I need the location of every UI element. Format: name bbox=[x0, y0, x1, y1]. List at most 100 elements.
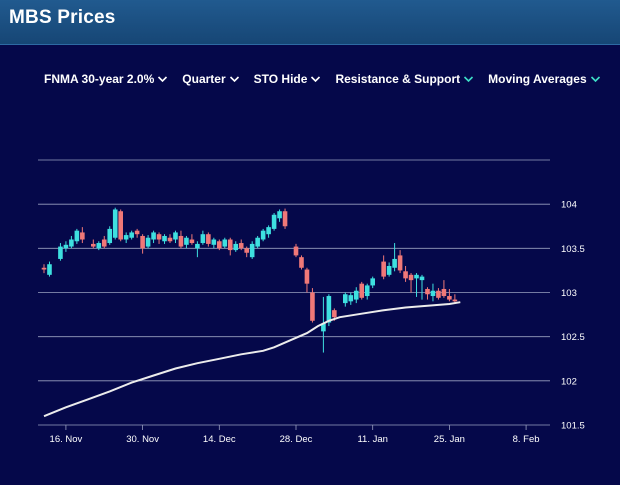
candle-body bbox=[321, 323, 326, 332]
candle-body bbox=[162, 235, 167, 242]
candle-body bbox=[195, 243, 200, 249]
candle-body bbox=[167, 237, 173, 242]
candle-body bbox=[326, 296, 332, 323]
chart-toolbar: FNMA 30-year 2.0% Quarter STO Hide Resis… bbox=[44, 70, 601, 88]
candle-body bbox=[112, 209, 118, 238]
candle-body bbox=[332, 310, 337, 318]
candle-body bbox=[408, 274, 414, 281]
candle-body bbox=[370, 278, 375, 286]
candle-body bbox=[217, 241, 222, 249]
candle-body bbox=[80, 232, 85, 240]
candle-body bbox=[69, 239, 74, 247]
period-dropdown[interactable]: Quarter bbox=[182, 72, 239, 86]
candle-body bbox=[118, 211, 123, 240]
candle-body bbox=[348, 295, 354, 302]
resistance-support-dropdown-label: Resistance & Support bbox=[335, 72, 461, 86]
x-tick-label: 25. Jan bbox=[434, 434, 465, 445]
candles bbox=[41, 207, 458, 353]
candle-body bbox=[271, 214, 277, 229]
candle-body bbox=[447, 296, 452, 300]
candle-body bbox=[304, 269, 310, 284]
sto-dropdown-label: STO Hide bbox=[253, 72, 308, 86]
chevron-down-icon bbox=[158, 76, 168, 83]
candle-body bbox=[233, 243, 239, 251]
x-tick-label: 30. Nov bbox=[126, 434, 159, 445]
candle-body bbox=[140, 235, 145, 249]
candle-body bbox=[156, 234, 162, 240]
chevron-down-icon bbox=[311, 76, 321, 83]
candle-body bbox=[430, 290, 436, 297]
candle-body bbox=[364, 285, 370, 297]
x-tick-label: 16. Nov bbox=[50, 434, 83, 445]
candle-body bbox=[266, 227, 271, 235]
candle-body bbox=[91, 243, 96, 247]
x-tick-label: 11. Jan bbox=[357, 434, 387, 445]
x-tick-label: 14. Dec bbox=[203, 434, 236, 445]
y-tick-label: 103 bbox=[561, 288, 577, 299]
candle-body bbox=[310, 292, 315, 321]
candle-body bbox=[107, 228, 113, 244]
candle-body bbox=[227, 239, 233, 251]
chevron-down-icon bbox=[464, 76, 474, 83]
y-tick-label: 102 bbox=[561, 376, 577, 387]
candle-body bbox=[206, 234, 211, 244]
candle-body bbox=[359, 283, 365, 298]
candle-body bbox=[238, 243, 244, 249]
candle-body bbox=[353, 290, 359, 300]
candle-body bbox=[134, 230, 140, 235]
security-dropdown[interactable]: FNMA 30-year 2.0% bbox=[44, 72, 168, 86]
candle-body bbox=[343, 294, 348, 304]
candle-body bbox=[441, 288, 447, 297]
candle-body bbox=[74, 230, 80, 242]
y-tick-label: 102.5 bbox=[561, 332, 585, 343]
x-tick-label: 8. Feb bbox=[513, 434, 540, 445]
candle-body bbox=[184, 237, 189, 245]
candle-body bbox=[436, 290, 441, 298]
candle-body bbox=[41, 267, 47, 270]
candle-body bbox=[145, 237, 151, 247]
candle-body bbox=[414, 274, 419, 279]
candle-body bbox=[386, 266, 392, 275]
candle-body bbox=[277, 211, 282, 219]
chevron-down-icon bbox=[590, 76, 600, 83]
chart-grid bbox=[38, 159, 550, 382]
y-tick-label: 104 bbox=[561, 200, 577, 211]
app-header: MBS Prices bbox=[0, 0, 620, 45]
candle-body bbox=[381, 261, 386, 277]
candle-body bbox=[249, 243, 255, 258]
candle-body bbox=[299, 257, 304, 268]
candle-body bbox=[200, 234, 206, 244]
candle-body bbox=[58, 246, 63, 259]
y-axis-labels: 104 103.5 103 102.5 102 101.5 bbox=[561, 200, 585, 432]
candle-body bbox=[260, 230, 266, 240]
moving-averages-dropdown[interactable]: Moving Averages bbox=[488, 72, 600, 86]
x-tick-label: 28. Dec bbox=[280, 434, 313, 445]
candle-body bbox=[452, 299, 458, 302]
y-tick-label: 103.5 bbox=[561, 244, 585, 255]
security-dropdown-label: FNMA 30-year 2.0% bbox=[44, 72, 155, 86]
candle-body bbox=[211, 239, 217, 245]
resistance-support-dropdown[interactable]: Resistance & Support bbox=[335, 72, 474, 86]
candle-body bbox=[129, 232, 134, 238]
chevron-down-icon bbox=[229, 76, 239, 83]
candle-body bbox=[419, 276, 425, 281]
candle-body bbox=[425, 288, 430, 295]
y-tick-label: 101.5 bbox=[561, 421, 585, 432]
candle-body bbox=[101, 239, 107, 247]
candle-body bbox=[173, 232, 178, 240]
candle-body bbox=[123, 235, 129, 240]
candle-body bbox=[392, 258, 397, 268]
sto-dropdown[interactable]: STO Hide bbox=[254, 72, 322, 86]
page-title: MBS Prices bbox=[9, 7, 116, 28]
candle-body bbox=[255, 237, 260, 247]
candle-body bbox=[151, 232, 156, 240]
x-axis: 16. Nov 30. Nov 14. Dec 28. Dec 11. Jan 25. J… bbox=[38, 424, 550, 445]
candle-body bbox=[178, 235, 184, 247]
period-dropdown-label: Quarter bbox=[182, 72, 226, 86]
candle-body bbox=[222, 239, 228, 247]
candle-body bbox=[403, 271, 408, 279]
candle-body bbox=[47, 264, 52, 275]
candle-body bbox=[63, 244, 69, 249]
candle-body bbox=[282, 211, 288, 227]
